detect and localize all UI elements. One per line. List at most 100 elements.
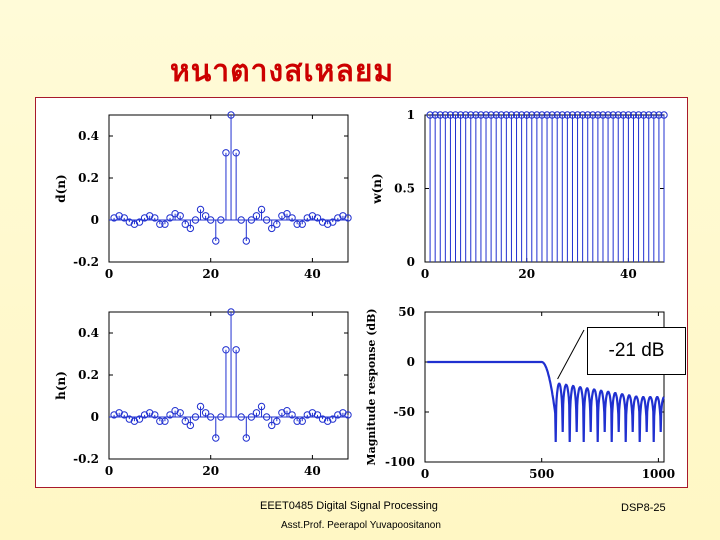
y-tick-label: 0.2: [78, 171, 99, 185]
stem-marker: [303, 411, 312, 419]
y-tick-label: -0.2: [73, 452, 99, 466]
stem-marker: [186, 421, 195, 430]
stem-marker: [140, 411, 149, 419]
stem-marker: [609, 111, 617, 119]
stem-marker: [446, 111, 455, 119]
y-tick-label: 0.4: [78, 129, 99, 143]
y-tick-label: -100: [385, 455, 415, 469]
stem-marker: [115, 212, 123, 220]
y-tick-label: -0.2: [73, 255, 99, 269]
stem-marker: [166, 214, 174, 222]
y-axis-label: h(n): [54, 371, 68, 400]
y-tick-label: 0.5: [394, 182, 415, 196]
stem-marker: [288, 411, 296, 419]
stem-marker: [196, 205, 205, 214]
stem-marker: [242, 434, 250, 442]
stem-marker: [110, 411, 118, 419]
y-tick-label: -50: [393, 405, 415, 419]
stem-marker: [329, 415, 337, 423]
stem-marker: [461, 111, 470, 119]
stem-marker: [161, 220, 169, 228]
stem-marker: [323, 220, 332, 228]
stem-marker: [130, 417, 139, 425]
stem-marker: [578, 111, 587, 119]
stem-marker: [523, 111, 531, 119]
stem-marker: [441, 111, 450, 119]
stem-marker: [166, 411, 174, 419]
y-tick-label: 0.4: [78, 326, 99, 340]
x-tick-label: 40: [620, 267, 637, 281]
stem-marker: [298, 220, 306, 228]
stem-marker: [467, 111, 475, 119]
y-tick-label: 0.2: [78, 368, 99, 382]
stem-marker: [171, 210, 179, 218]
stem-marker: [207, 413, 215, 421]
stem-marker: [426, 111, 434, 119]
stem-marker: [135, 218, 144, 226]
stem-marker: [512, 111, 521, 119]
x-tick-label: 40: [304, 464, 321, 478]
stem-marker: [308, 409, 317, 417]
stem-marker: [262, 413, 271, 421]
axes-wn: [424, 114, 665, 263]
stem-marker: [594, 111, 602, 119]
x-tick-label: 0: [421, 467, 429, 481]
stem-marker: [130, 220, 139, 228]
x-tick-label: 20: [518, 267, 535, 281]
stem-marker: [268, 224, 276, 233]
x-tick-label: 0: [421, 267, 429, 281]
stem-marker: [252, 212, 261, 220]
stem-marker: [293, 220, 301, 228]
stem-marker: [191, 216, 200, 224]
stem-marker: [288, 214, 296, 222]
stem-marker: [655, 111, 663, 119]
y-tick-label: 0: [91, 213, 99, 227]
figure-canvas: 0 20 40 -0.2 0 0.2 0.4 d(n) 0 20 40 0 0.5 1 w(n) 0 20 40 -…: [54, 108, 675, 481]
stem-marker: [247, 216, 256, 224]
stem-marker: [201, 212, 210, 220]
stem-marker: [533, 111, 541, 119]
stem-marker: [538, 111, 546, 119]
stem-marker: [477, 111, 485, 119]
y-tick-label: 0: [91, 410, 99, 424]
stem-marker: [278, 212, 286, 220]
footer-course: EEET0485 Digital Signal Processing: [260, 500, 438, 512]
stem-marker: [543, 111, 551, 119]
stem-marker: [563, 111, 572, 119]
stem-marker: [120, 214, 128, 222]
magnitude-response-line: [427, 360, 665, 443]
stem-marker: [115, 409, 123, 417]
stem-marker: [313, 411, 322, 419]
stem-marker: [344, 214, 352, 222]
stem-marker: [262, 216, 271, 224]
stem-marker: [318, 415, 327, 423]
stem-marker: [660, 111, 668, 119]
stem-marker: [176, 409, 184, 417]
stem-marker: [334, 214, 342, 222]
stem-marker: [339, 409, 347, 417]
stem-marker: [125, 415, 134, 423]
stem-marker: [268, 421, 276, 430]
stem-marker: [313, 214, 322, 222]
stem-marker: [273, 417, 281, 425]
y-tick-label: 1: [407, 108, 415, 122]
stem-marker: [186, 224, 195, 233]
stem-marker: [151, 411, 159, 419]
stem-marker: [451, 111, 460, 119]
stem-marker: [247, 413, 256, 421]
stem-marker: [604, 111, 612, 119]
stem-marker: [217, 413, 225, 421]
stem-marker: [201, 409, 210, 417]
stem-marker: [232, 346, 240, 354]
stem-marker: [573, 111, 582, 119]
x-tick-label: 20: [202, 464, 219, 478]
stem-marker: [151, 214, 159, 222]
stem-marker: [548, 111, 556, 119]
stem-marker: [212, 434, 220, 442]
stem-marker: [339, 212, 347, 220]
stem-marker: [237, 413, 245, 421]
stem-marker: [227, 308, 235, 316]
slide-title: หนาตางสเหลยม: [170, 54, 395, 89]
axes-dn: [108, 114, 349, 263]
stem-marker: [207, 216, 215, 224]
